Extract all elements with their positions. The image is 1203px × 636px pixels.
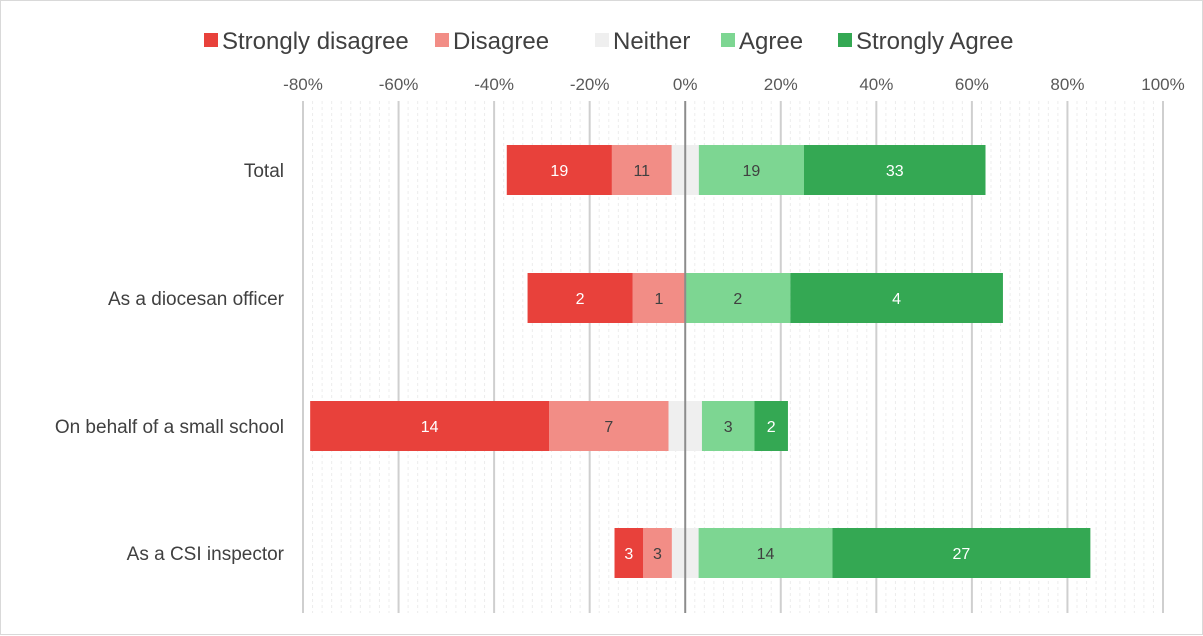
bar-agree [698,528,833,578]
bar-disagree [643,528,672,578]
data-label: 4 [892,291,901,308]
category-label: Total [244,161,284,182]
x-tick-label: 40% [859,75,893,94]
data-label: 3 [624,546,633,563]
bar-disagree [549,401,669,451]
category-label: As a CSI inspector [127,544,285,565]
bar-neither [671,528,686,578]
legend-item: Disagree [435,28,549,55]
x-tick-labels: -80% -60% -40% -20% 0% 20% 40% 60% 80% 100% [283,75,1185,94]
data-label: 2 [576,291,585,308]
x-tick-label: -80% [283,75,323,94]
bar-neither [685,401,702,451]
x-tick-label: 60% [955,75,989,94]
legend-label: Strongly disagree [222,28,409,55]
x-tick-label: 20% [764,75,798,94]
legend-swatch [204,33,218,47]
x-tick-label: -20% [570,75,610,94]
legend-label: Disagree [453,28,549,55]
bar-disagree [632,273,686,323]
legend-label: Strongly Agree [856,28,1013,55]
bar-strongly-disagree [614,528,644,578]
legend-item: Strongly Agree [838,28,1013,55]
data-label: 3 [653,546,662,563]
data-label: 2 [733,291,742,308]
legend-swatch [721,33,735,47]
bar-strongly-disagree [506,145,612,195]
legend-item: Agree [721,28,803,55]
bar-neither [671,145,686,195]
bar-agree [685,273,791,323]
bars: 19 11 19 332 1 2 414 7 3 23 3 14 27 [310,145,1091,578]
bar-neither [685,145,699,195]
legend-swatch [435,33,449,47]
bar-neither [685,528,699,578]
data-label: 14 [757,546,775,563]
bar-strongly-agree [754,401,788,451]
legend-item: Strongly disagree [204,28,409,55]
data-label: 33 [886,163,904,180]
bar-strongly-agree [832,528,1091,578]
data-label: 2 [767,419,776,436]
x-tick-label: 80% [1050,75,1084,94]
legend: Strongly disagree Disagree Neither Agree Str… [204,28,1013,55]
data-label: 19 [550,163,568,180]
x-tick-label: 100% [1141,75,1184,94]
category-label: On behalf of a small school [55,417,284,438]
bar-agree [698,145,804,195]
bar-disagree [611,145,672,195]
bar-strongly-agree [790,273,1003,323]
category-labels: Total As a diocesan officer On behalf of a… [55,161,285,565]
data-label: 3 [724,419,733,436]
legend-item: Neither [595,28,690,55]
bar-strongly-disagree [527,273,633,323]
legend-swatch [595,33,609,47]
legend-label: Neither [613,28,690,55]
category-label: As a diocesan officer [108,289,285,310]
x-tick-label: -60% [379,75,419,94]
legend-label: Agree [739,28,803,55]
bar-strongly-disagree [310,401,550,451]
data-label: 14 [421,419,439,436]
bar-agree [701,401,755,451]
legend-swatch [838,33,852,47]
data-label: 19 [742,163,760,180]
data-label: 11 [633,163,650,180]
x-tick-label: -40% [474,75,514,94]
data-label: 27 [952,546,970,563]
data-label: 1 [654,291,663,308]
data-label: 7 [604,419,613,436]
bar-neither [668,401,686,451]
bar-strongly-agree [803,145,986,195]
x-tick-label: 0% [673,75,698,94]
